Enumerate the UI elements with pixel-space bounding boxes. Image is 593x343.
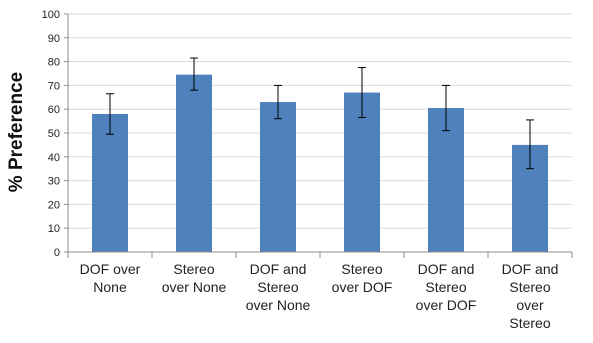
y-tick-label: 100 <box>42 9 60 21</box>
y-tick-label: 60 <box>48 104 60 116</box>
x-category-label-line: Stereo <box>173 261 214 277</box>
error-bar <box>526 119 534 170</box>
error-bar <box>442 84 450 132</box>
y-tick-label: 80 <box>48 57 60 69</box>
error-bars <box>106 57 534 170</box>
bar <box>92 113 128 253</box>
x-category-label-line: DOF and <box>502 261 559 277</box>
x-category-label-line: Stereo <box>509 315 550 331</box>
x-category-label: DOF and Stereo over None <box>246 261 311 313</box>
x-category-label: Stereo over None <box>162 261 227 295</box>
y-tick-label: 70 <box>48 80 60 92</box>
x-category-label-line: over None <box>246 297 311 313</box>
x-category-label: DOF over None <box>80 261 141 295</box>
y-tick-label: 50 <box>48 128 60 140</box>
x-category-label-line: over DOF <box>416 297 477 313</box>
axes <box>64 13 573 258</box>
x-category-label-line: Stereo <box>341 261 382 277</box>
y-tick-label: 10 <box>48 223 60 235</box>
y-tick-label: 30 <box>48 176 60 188</box>
x-category-label-line: DOF and <box>250 261 307 277</box>
error-bar <box>190 57 198 91</box>
error-bar <box>274 84 282 120</box>
x-category-label-line: over DOF <box>332 279 393 295</box>
x-category-label-line: Stereo <box>509 279 550 295</box>
x-category-label-line: over None <box>162 279 227 295</box>
tick-labels: 0 10 20 30 40 50 60 70 80 90 100 DOF over None Stereo… <box>42 9 559 331</box>
bars <box>92 74 548 253</box>
y-tick-label: 40 <box>48 152 60 164</box>
bar <box>428 108 464 252</box>
x-category-label: DOF and Stereo over DOF <box>416 261 477 313</box>
bar <box>260 102 296 252</box>
x-category-label-line: over <box>516 297 544 313</box>
x-category-label-line: Stereo <box>257 279 298 295</box>
gridlines <box>68 13 572 229</box>
error-bar <box>358 67 366 119</box>
y-tick-label: 20 <box>48 199 60 211</box>
x-category-label-line: Stereo <box>425 279 466 295</box>
y-tick-label: 90 <box>48 33 60 45</box>
x-category-label: DOF and Stereo over Stereo <box>502 261 559 331</box>
x-category-label: Stereo over DOF <box>332 261 393 295</box>
y-tick-label: 0 <box>54 247 60 259</box>
error-bar <box>106 93 114 135</box>
x-category-label-line: DOF over <box>80 261 141 277</box>
x-category-label-line: None <box>93 279 127 295</box>
bar <box>344 92 380 252</box>
y-axis-title: % Preference <box>6 72 27 192</box>
x-category-label-line: DOF and <box>418 261 475 277</box>
bar <box>176 74 212 252</box>
